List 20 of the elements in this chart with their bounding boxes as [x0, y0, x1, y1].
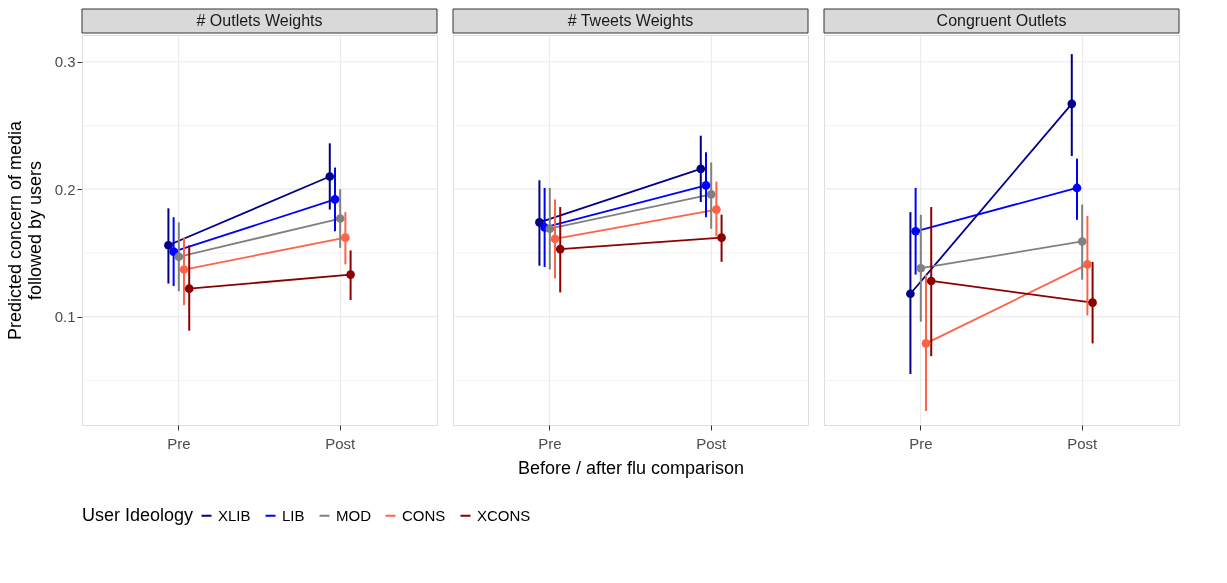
chart-title: # Outlets Weights: [196, 12, 323, 29]
chart-title: Congruent Outlets: [936, 12, 1067, 29]
y-axis-title: Predicted concern of media followed by users: [4, 119, 45, 341]
x-tick-label: Pre: [909, 434, 933, 452]
legend-label: XLIB: [218, 506, 251, 524]
y-tick-label: 0.1: [54, 308, 76, 326]
x-tick-label: Post: [696, 434, 728, 452]
chart-title: # Tweets Weights: [567, 12, 694, 29]
legend-label: XCONS: [477, 506, 531, 524]
legend-title: User Ideology: [82, 505, 194, 525]
legend-label: CONS: [402, 506, 446, 524]
x-tick-label: Post: [1067, 434, 1099, 452]
legend-label: MOD: [336, 506, 372, 524]
y-tick-label: 0.3: [54, 53, 76, 71]
x-axis-title: Before / after flu comparison: [517, 457, 745, 478]
x-tick-label: Pre: [167, 434, 191, 452]
x-tick-label: Pre: [538, 434, 562, 452]
y-tick-label: 0.2: [54, 180, 76, 198]
x-tick-label: Post: [325, 434, 357, 452]
legend-label: LIB: [282, 506, 305, 524]
